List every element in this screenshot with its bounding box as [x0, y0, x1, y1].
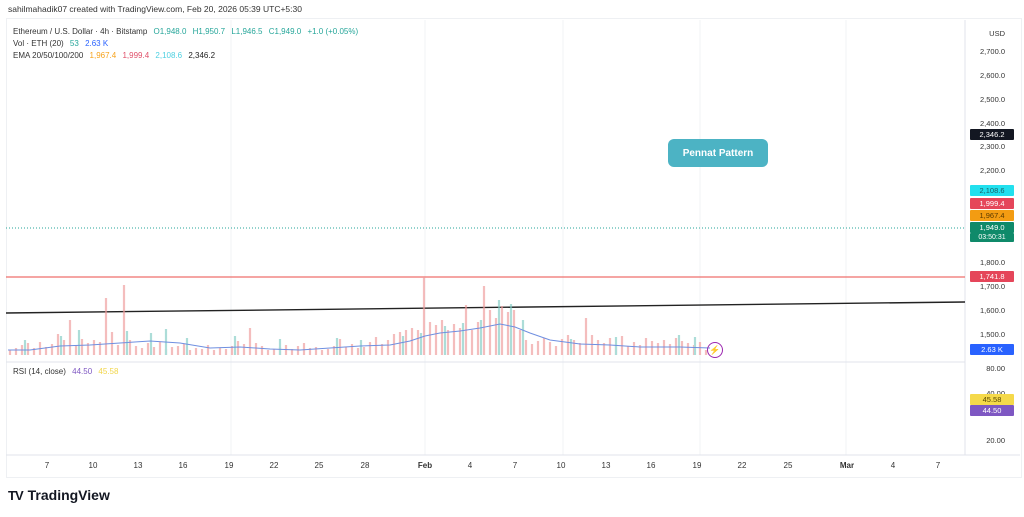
time-tick: 22	[737, 461, 747, 470]
price-tick: 2,500.0	[979, 95, 1005, 104]
tradingview-brand: TV TradingView	[8, 487, 110, 503]
time-tick: 13	[133, 461, 143, 470]
rsi-legend[interactable]: RSI (14, close) 44.50 45.58	[13, 367, 122, 376]
ema20-value: 1,967.4	[89, 51, 117, 60]
price-tick: 1,600.0	[979, 306, 1005, 315]
ema200-price-tag: 2,346.2	[970, 129, 1014, 140]
price-tick: 1,500.0	[979, 330, 1005, 339]
rsi-ma-tag: 45.58	[970, 394, 1014, 405]
ema100-value: 2,108.6	[155, 51, 183, 60]
close-value: C1,949.0	[268, 27, 302, 36]
time-tick: 22	[269, 461, 279, 470]
rsi-ma-value: 45.58	[98, 367, 119, 376]
price-tick: 2,300.0	[979, 142, 1005, 151]
volume-ma-tag: 2.63 K	[970, 344, 1014, 355]
time-tick: 10	[88, 461, 98, 470]
time-tick: 7	[44, 461, 50, 470]
price-tick: 1,800.0	[979, 258, 1005, 267]
price-tick: 2,200.0	[979, 166, 1005, 175]
ema100-price-tag: 2,108.6	[970, 185, 1014, 196]
time-tick: 7	[512, 461, 518, 470]
time-tick: 16	[178, 461, 188, 470]
rsi-label: RSI (14, close)	[13, 367, 66, 376]
ema-label: EMA 20/50/100/200	[13, 51, 84, 60]
ema20-price-tag: 1,967.4	[970, 210, 1014, 221]
rsi-tick: 40.00	[945, 389, 1005, 398]
rsi-tag: 44.50	[970, 405, 1014, 416]
ema50-price-tag: 1,999.4	[970, 198, 1014, 209]
time-tick: 19	[692, 461, 702, 470]
volume-ma-value: 2.63 K	[85, 39, 109, 48]
time-tick: 16	[646, 461, 656, 470]
price-tick: 2,600.0	[979, 71, 1005, 80]
chart-frame[interactable]	[6, 18, 1022, 478]
support-price-tag: 1,741.8	[970, 271, 1014, 282]
time-tick: 4	[890, 461, 896, 470]
time-tick: 28	[360, 461, 370, 470]
time-tick-month: Feb	[417, 461, 433, 470]
rsi-value: 44.50	[72, 367, 93, 376]
price-tick: 2,700.0	[979, 47, 1005, 56]
time-tick: 25	[314, 461, 324, 470]
change-value: +1.0 (+0.05%)	[307, 27, 359, 36]
symbol-legend[interactable]: Ethereum / U.S. Dollar · 4h · Bitstamp O…	[13, 27, 362, 36]
time-tick: 10	[556, 461, 566, 470]
volume-label: Vol · ETH (20)	[13, 39, 64, 48]
rsi-tick: 80.00	[986, 364, 1005, 373]
time-tick: 13	[601, 461, 611, 470]
time-tick-month: Mar	[839, 461, 855, 470]
last-price-tag: 1,949.0	[970, 222, 1014, 233]
symbol-title: Ethereum / U.S. Dollar · 4h · Bitstamp	[13, 27, 148, 36]
high-value: H1,950.7	[192, 27, 226, 36]
time-tick: 7	[935, 461, 941, 470]
tradingview-logo-icon: TV	[8, 487, 24, 503]
chart-credit: sahilmahadik07 created with TradingView.…	[8, 4, 302, 14]
time-tick: 19	[224, 461, 234, 470]
ema50-value: 1,999.4	[122, 51, 150, 60]
price-tick: 2,400.0	[979, 119, 1005, 128]
currency-label[interactable]: USD	[989, 29, 1005, 38]
volume-legend[interactable]: Vol · ETH (20) 53 2.63 K	[13, 39, 112, 48]
time-tick: 4	[467, 461, 473, 470]
ema200-value: 2,346.2	[188, 51, 216, 60]
rsi-tick: 20.00	[986, 436, 1005, 445]
volume-ma-line	[8, 323, 711, 351]
open-value: O1,948.0	[153, 27, 187, 36]
volume-value: 53	[69, 39, 79, 48]
brand-name: TradingView	[27, 487, 110, 503]
time-tick: 25	[783, 461, 793, 470]
ema-legend[interactable]: EMA 20/50/100/200 1,967.4 1,999.4 2,108.…	[13, 51, 219, 60]
long-term-trendline	[5, 301, 966, 314]
bar-countdown: 03:50:31	[970, 233, 1014, 242]
lightning-icon[interactable]: ⚡	[707, 342, 723, 358]
low-value: L1,946.5	[231, 27, 263, 36]
price-tick: 1,700.0	[979, 282, 1005, 291]
pennant-pattern-callout[interactable]: Pennat Pattern	[668, 139, 768, 167]
